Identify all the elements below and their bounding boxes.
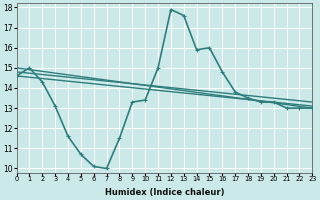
X-axis label: Humidex (Indice chaleur): Humidex (Indice chaleur) [105, 188, 224, 197]
